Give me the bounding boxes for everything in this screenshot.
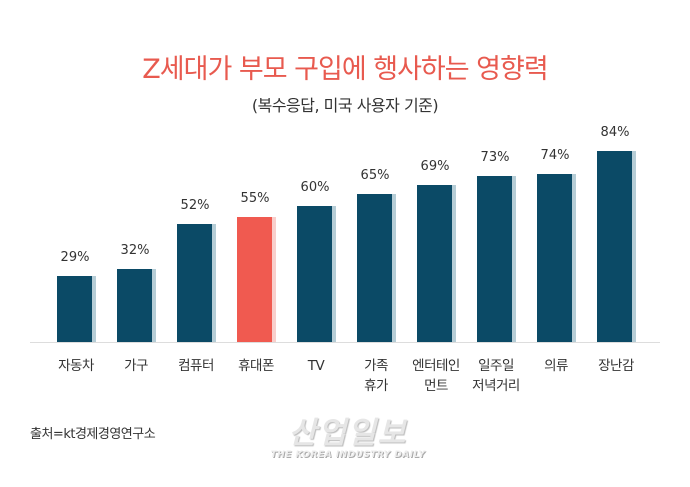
bar-shadow <box>572 174 576 342</box>
bar-shadow <box>392 194 396 342</box>
source-note: 출처=kt경제경영연구소 <box>30 427 156 442</box>
bar-group: 52% <box>177 198 237 342</box>
bar <box>357 194 392 342</box>
bar <box>57 276 92 342</box>
watermark-main: 산업일보 <box>288 416 408 451</box>
x-axis-category-label: 가구 <box>124 358 148 374</box>
x-axis-category-label: 가족 휴가 <box>364 358 388 394</box>
bar-shadow <box>212 224 216 342</box>
bar-shadow <box>512 176 516 342</box>
chart-title: Z세대가 부모 구입에 행사하는 영향력 <box>142 54 548 85</box>
bar-value-label: 73% <box>480 150 510 165</box>
watermark-sub: THE KOREA INDUSTRY DAILY <box>270 450 426 460</box>
bar-group: 32% <box>117 243 177 342</box>
x-axis-baseline <box>30 342 660 343</box>
bar-shadow <box>452 185 456 342</box>
bar-value-label: 32% <box>120 243 150 258</box>
bar-value-label: 29% <box>60 250 90 265</box>
bar-shadow <box>92 276 96 342</box>
bar <box>177 224 212 342</box>
chart-subtitle: (복수응답, 미국 사용자 기준) <box>251 96 439 115</box>
bar-value-label: 84% <box>600 125 630 140</box>
bar <box>297 206 332 342</box>
bar-group: 60% <box>297 180 357 342</box>
bar <box>537 174 572 342</box>
bar <box>477 176 512 342</box>
x-axis-category-label: 컴퓨터 <box>178 358 214 374</box>
bar-group: 74% <box>537 148 597 342</box>
bar-shadow <box>632 151 636 342</box>
x-axis-category-label: 의류 <box>544 358 568 374</box>
bar-group: 69% <box>417 159 477 342</box>
bar-shadow <box>272 217 276 342</box>
x-axis-category-label: 휴대폰 <box>238 358 274 374</box>
bar-shadow <box>332 206 336 342</box>
bar-value-label: 74% <box>540 148 570 163</box>
bar-value-label: 52% <box>180 198 210 213</box>
bar <box>597 151 632 342</box>
bar-value-label: 65% <box>360 168 390 183</box>
x-axis-category-label: 장난감 <box>598 358 634 374</box>
bar-group: 55% <box>237 191 297 342</box>
bar-group: 73% <box>477 150 537 342</box>
bar-value-label: 60% <box>300 180 330 195</box>
x-axis-category-label: 자동차 <box>58 358 94 374</box>
bar <box>117 269 152 342</box>
bar-group: 29% <box>57 250 117 342</box>
bar-highlighted <box>237 217 272 342</box>
x-axis-category-label: 엔터테인 먼트 <box>412 358 460 394</box>
bar-group: 65% <box>357 168 417 342</box>
bar-value-label: 69% <box>420 159 450 174</box>
bar-shadow <box>152 269 156 342</box>
x-axis-category-label: TV <box>307 358 325 374</box>
x-axis-category-label: 일주일 저녁거리 <box>472 358 520 394</box>
watermark-logo: 산업일보 THE KOREA INDUSTRY DAILY <box>268 416 428 461</box>
bar-group: 84% <box>597 125 657 342</box>
bar-value-label: 55% <box>240 191 270 206</box>
bar <box>417 185 452 342</box>
